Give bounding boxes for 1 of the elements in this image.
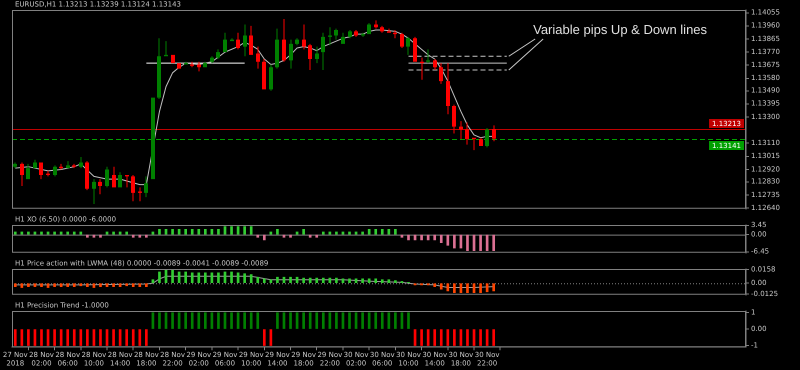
annotation: Variable pips Up & Down lines [533, 22, 708, 37]
